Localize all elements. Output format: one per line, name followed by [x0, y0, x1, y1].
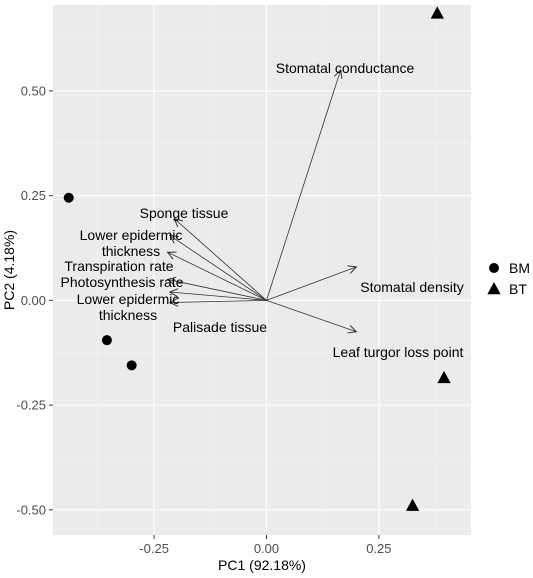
- vector-label: Lower epidermic thickness: [77, 291, 180, 323]
- loading-arrow: [266, 70, 340, 301]
- x-tick-label: -0.25: [139, 541, 169, 556]
- point-bt: [437, 370, 451, 384]
- y-axis-title: PC2 (4.18%): [1, 230, 17, 310]
- loading-arrow: [168, 279, 267, 301]
- legend-label: BM: [509, 260, 530, 276]
- y-tick-label: 0.25: [21, 188, 46, 203]
- point-bm: [63, 192, 74, 203]
- loading-arrow: [168, 252, 267, 301]
- score-points: [63, 6, 451, 511]
- loading-arrow: [174, 219, 267, 301]
- loading-arrow: [170, 235, 267, 301]
- vector-label: Sponge tissue: [140, 205, 229, 221]
- vector-label: Stomatal conductance: [276, 60, 415, 76]
- vector-label: Leaf turgor loss point: [333, 344, 464, 360]
- y-tick-label: -0.50: [16, 502, 46, 517]
- x-axis-title: PC1 (92.18%): [218, 557, 306, 573]
- legend: BM BT: [487, 260, 530, 297]
- vector-label: Transpiration rate: [64, 258, 173, 274]
- vector-label: Stomatal density: [360, 279, 464, 295]
- y-tick-label: 0.00: [21, 293, 46, 308]
- point-bt: [405, 498, 420, 511]
- legend-key-bm: [489, 263, 499, 273]
- vector-label: Lower epidermic thickness: [80, 227, 183, 259]
- loading-arrow: [170, 292, 267, 301]
- vector-label: Photosynthesis rate: [61, 274, 184, 290]
- vector-labels: Stomatal conductance Stomatal density Leaf…: [61, 60, 464, 360]
- point-bt: [430, 6, 444, 19]
- loading-arrow: [170, 300, 267, 302]
- y-tick-label: -0.25: [16, 398, 46, 413]
- point-bm: [101, 335, 112, 346]
- point-bm: [126, 360, 137, 371]
- x-tick-label: 0.00: [254, 541, 279, 556]
- minor-gridlines: [53, 5, 471, 535]
- loading-arrow: [266, 299, 356, 331]
- loading-arrow: [266, 267, 356, 301]
- x-tick-label: 0.25: [366, 541, 391, 556]
- y-axis-ticks: -0.50 -0.25 0.00 0.25 0.50: [16, 83, 53, 517]
- legend-label: BT: [509, 281, 527, 297]
- loading-vectors: [168, 70, 357, 332]
- plot-panel: [53, 5, 471, 535]
- legend-key-bt: [487, 282, 501, 295]
- x-axis-ticks: -0.25 0.00 0.25: [139, 535, 392, 556]
- vector-label: Palisade tissue: [173, 319, 267, 335]
- y-tick-label: 0.50: [21, 83, 46, 98]
